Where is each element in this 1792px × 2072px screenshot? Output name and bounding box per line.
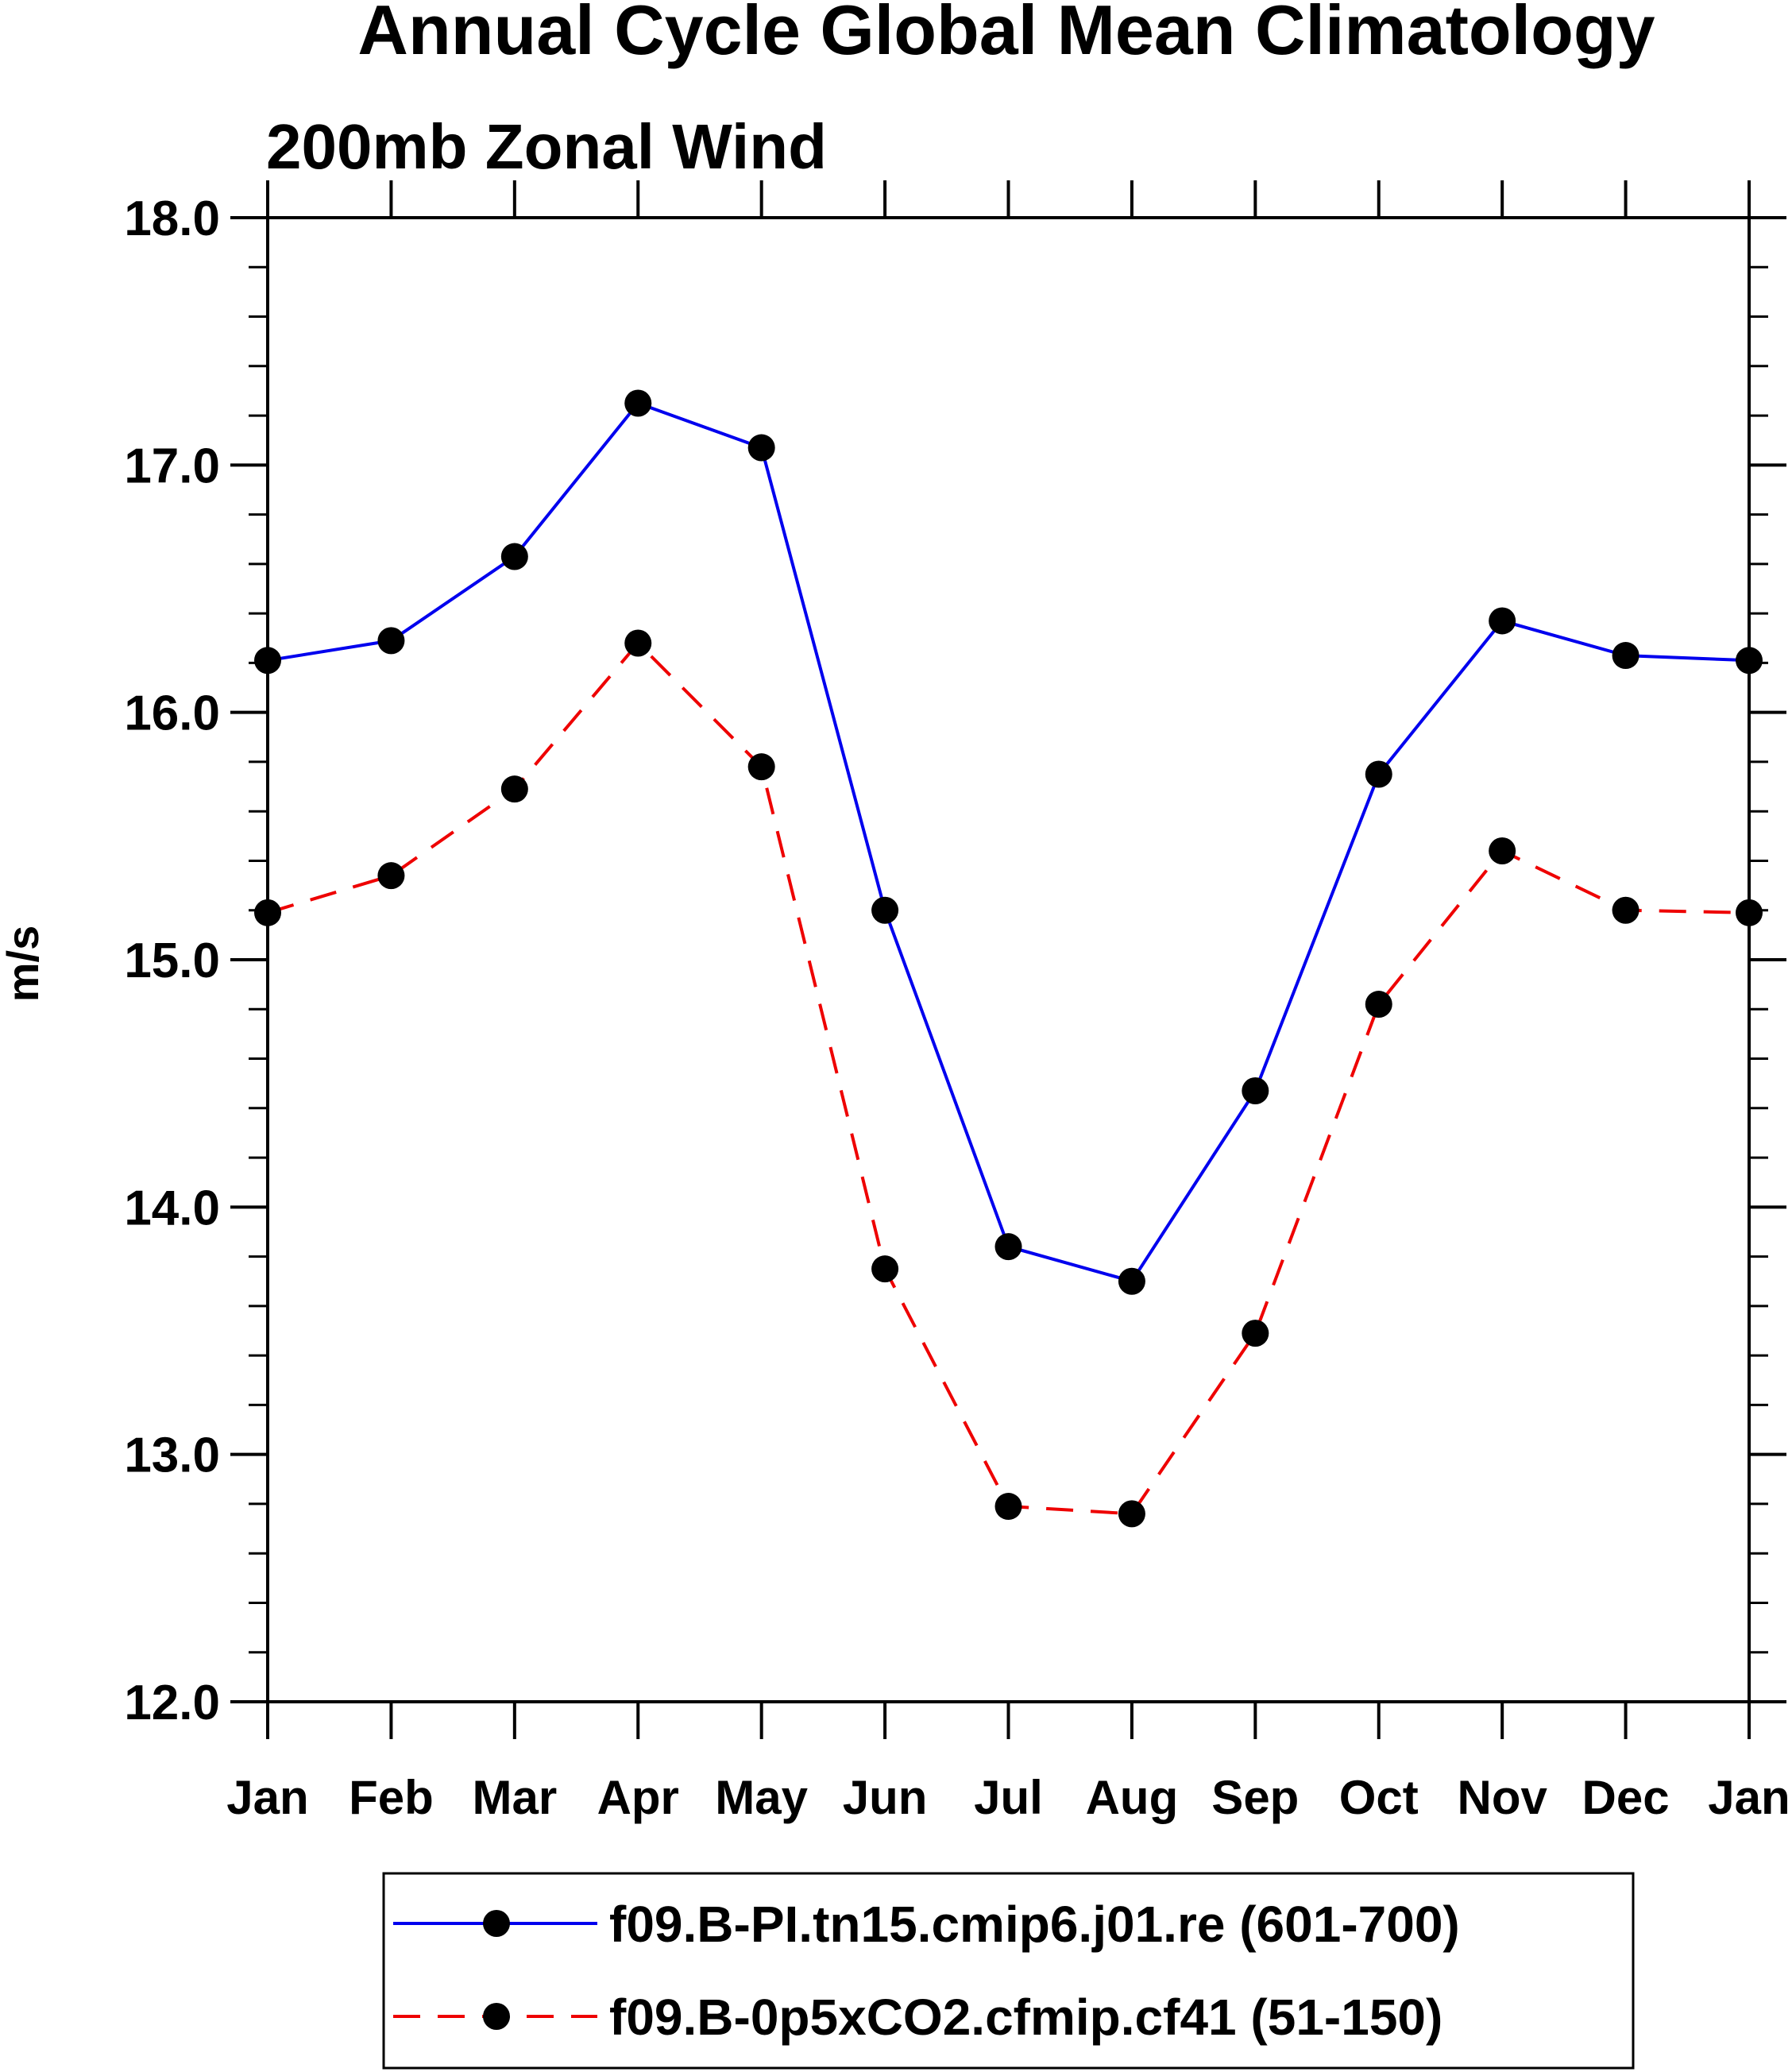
series-line: [267, 401, 1750, 1283]
y-tick-label: 14.0: [124, 1181, 220, 1235]
x-tick-label: Mar: [472, 1771, 557, 1824]
x-tick-label: Apr: [597, 1771, 679, 1824]
x-tick-label: Dec: [1582, 1771, 1670, 1824]
y-tick-labels: 12.0 13.0 14.0 15.0 16.0 17.0 18.0: [124, 191, 220, 1730]
data-point: [1242, 1320, 1269, 1347]
data-point: [624, 629, 652, 657]
data-point: [1365, 991, 1392, 1019]
series-1: [254, 389, 1763, 1295]
legend: f09.B-PI.tn15.cmip6.j01.re (601-700) f09.…: [382, 1872, 1635, 2070]
data-point: [994, 1493, 1022, 1521]
y-tick-label: 15.0: [124, 934, 220, 988]
x-tick-label: Oct: [1339, 1771, 1419, 1824]
y-tick-label: 17.0: [124, 439, 220, 493]
data-point: [500, 543, 528, 570]
data-point: [1365, 760, 1392, 788]
legend-entry-1: f09.B-PI.tn15.cmip6.j01.re (601-700): [393, 1896, 1460, 1953]
x-tick-labels: Jan Feb Mar Apr May Jun Jul Aug Sep Oct Nov Dec Jan: [226, 1771, 1790, 1824]
series-2: [254, 629, 1763, 1528]
y-tick-label: 12.0: [124, 1676, 220, 1730]
x-tick-label: Feb: [349, 1771, 434, 1824]
data-point: [1612, 642, 1639, 670]
chart-title: Annual Cycle Global Mean Climatology: [357, 0, 1655, 69]
y-tick-label: 16.0: [124, 686, 220, 741]
legend-marker: [483, 2003, 510, 2030]
legend-entry-2: f09.B-0p5xCO2.cfmip.cf41 (51-150): [393, 1989, 1442, 2046]
legend-box: [382, 1872, 1635, 2070]
x-tick-label: Jun: [843, 1771, 928, 1824]
y-tick-label: 18.0: [124, 191, 220, 246]
x-tick-label: Sep: [1211, 1771, 1299, 1824]
data-point: [1118, 1267, 1145, 1295]
legend-label: f09.B-0p5xCO2.cfmip.cf41 (51-150): [609, 1989, 1442, 2046]
y-tick-label: 13.0: [124, 1428, 220, 1483]
legend-label: f09.B-PI.tn15.cmip6.j01.re (601-700): [609, 1896, 1460, 1953]
x-tick-label: Jan: [1708, 1771, 1790, 1824]
y-axis-label: m/s: [0, 926, 48, 1003]
data-point: [747, 753, 775, 781]
data-point: [377, 862, 405, 890]
x-tick-label: Jul: [974, 1771, 1043, 1824]
data-point: [871, 896, 899, 924]
series-line: [267, 641, 1750, 1516]
x-tick-label: Jan: [226, 1771, 308, 1824]
x-tick-label: May: [715, 1771, 808, 1824]
data-point: [1612, 896, 1639, 924]
data-point: [1242, 1077, 1269, 1105]
data-point: [1489, 607, 1516, 635]
series-layer: [254, 389, 1763, 1528]
axis-ticks: [230, 180, 1786, 1739]
data-point: [500, 775, 528, 803]
data-point: [871, 1255, 899, 1283]
data-point: [624, 389, 652, 417]
x-tick-label: Nov: [1457, 1771, 1547, 1824]
x-tick-label: Aug: [1086, 1771, 1179, 1824]
data-point: [1118, 1500, 1145, 1528]
plot-frame: [266, 216, 1751, 1703]
legend-marker: [483, 1910, 510, 1937]
data-point: [377, 627, 405, 655]
data-point: [994, 1233, 1022, 1261]
chart-subtitle: 200mb Zonal Wind: [266, 111, 827, 182]
data-point: [1489, 837, 1516, 865]
data-point: [747, 434, 775, 462]
